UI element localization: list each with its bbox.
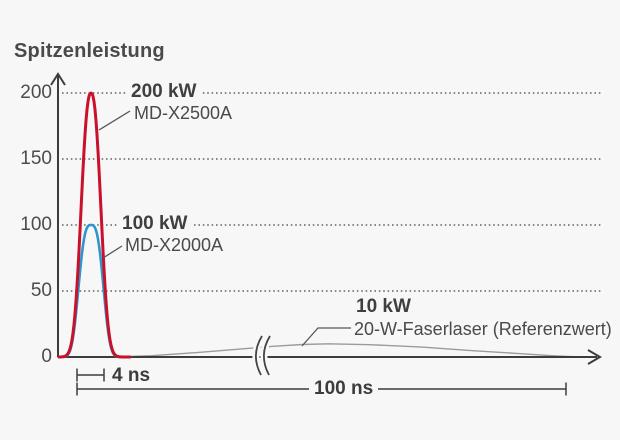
y-axis-title: Spitzenleistung (14, 40, 165, 62)
series3-peak-label: 10 kW (356, 296, 411, 317)
y-axis-tick-0: 0 (41, 346, 52, 367)
leader-line-fiber-laser (301, 327, 351, 347)
x-axis-arrow-icon (587, 349, 602, 365)
reference-laser-curve (115, 343, 573, 358)
y-axis-tick-50: 50 (30, 280, 52, 301)
series2-peak-label: 100 kW (117, 214, 193, 234)
series1-peak-label: 200 kW (126, 82, 202, 102)
y-axis-tick-200: 200 (20, 82, 52, 103)
axis-break-mark-2 (262, 335, 271, 376)
y-axis-arrow-icon (50, 72, 66, 86)
axis-break-mark-1 (254, 335, 263, 376)
pulse-curve-MD-X2500A (57, 91, 132, 359)
pulse-width-long-label: 100 ns (309, 378, 379, 399)
leader-line-md-x2000a (102, 245, 123, 259)
leader-line-md-x2500a (98, 110, 131, 131)
pulse-width-short-label: 4 ns (112, 365, 151, 386)
y-axis-tick-100: 100 (20, 214, 52, 235)
series3-model-label: 20-W-Faserlaser (Referenzwert) (354, 319, 612, 339)
y-axis-tick-150: 150 (20, 148, 52, 169)
series1-model-label: MD-X2500A (134, 103, 233, 123)
series2-model-label: MD-X2000A (125, 235, 224, 255)
